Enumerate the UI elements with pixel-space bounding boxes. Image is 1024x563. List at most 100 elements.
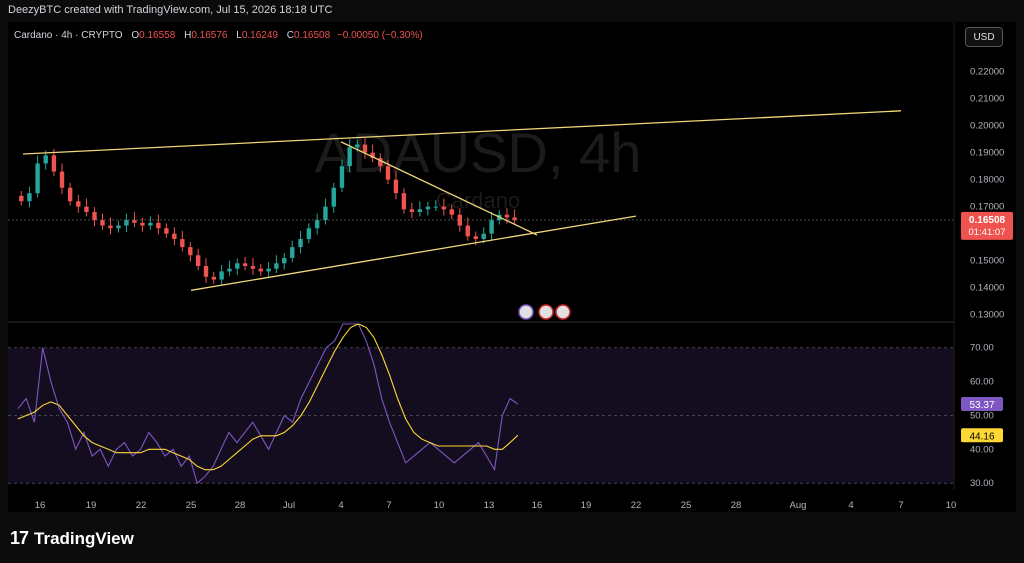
price-tag-value: 0.16508: [969, 215, 1006, 226]
trendline-rising: [190, 215, 637, 291]
candle-body: [425, 206, 431, 210]
price-tick-label: 0.20000: [970, 121, 1004, 132]
time-tick-label: 16: [532, 500, 543, 511]
time-tick-label: 4: [848, 500, 853, 511]
event-flag-icon: [555, 304, 571, 320]
watermark-name: Cardano: [436, 188, 520, 213]
time-tick-label: 16: [35, 500, 46, 511]
price-tick-label: 0.13000: [970, 310, 1004, 321]
candle-body: [156, 222, 161, 229]
trendline-descending: [340, 141, 538, 236]
rsi-ma-tag-bg: [961, 428, 1003, 443]
high-value: 0.16576: [191, 30, 228, 41]
tradingview-mark-icon: 17: [10, 528, 29, 548]
candle-body: [35, 163, 40, 194]
candle-body: [164, 228, 169, 234]
close-value: 0.16508: [293, 30, 331, 41]
time-tick-label: Aug: [790, 500, 807, 511]
price-tick-label: 0.15000: [970, 256, 1004, 267]
candle-body: [242, 263, 248, 267]
time-tick-label: 7: [898, 500, 903, 511]
price-tick-label: 0.17000: [970, 202, 1004, 213]
chart-area[interactable]: ADAUSD, 4h Cardano 0.22000 0.21000 0.20000 0.…: [8, 22, 1016, 512]
low-key: L: [236, 30, 242, 41]
candle-body: [235, 263, 240, 269]
candle-body: [116, 225, 121, 229]
trendline-upper: [22, 110, 902, 155]
time-tick-label: 25: [681, 500, 692, 511]
candle-body: [465, 225, 470, 237]
time-tick-label: 13: [484, 500, 495, 511]
candle-body: [370, 152, 375, 159]
candle-body: [457, 214, 462, 226]
candle-body: [108, 225, 113, 229]
candle-body: [148, 222, 153, 226]
event-flag-icon: [538, 304, 554, 320]
ohlc-legend: Cardano · 4h · CRYPTO O0.16558 H0.16576 …: [14, 30, 423, 41]
time-tick-label: 22: [136, 500, 147, 511]
rsi-ma-tag-value: 44.16: [969, 431, 994, 442]
candle-body: [250, 266, 256, 269]
price-tick-label: 0.21000: [970, 94, 1004, 105]
candle-body: [274, 263, 279, 269]
candle-body: [362, 144, 368, 153]
candle-body: [290, 247, 295, 258]
time-tick-label: 19: [581, 500, 592, 511]
rsi-tick-label: 30.00: [970, 478, 994, 489]
symbol-label: Cardano · 4h · CRYPTO: [14, 30, 123, 41]
candle-body: [132, 220, 137, 223]
candle-body: [19, 195, 24, 202]
candle-body: [401, 193, 407, 210]
rsi-tag-bg: [961, 397, 1003, 412]
rsi-tick-label: 60.00: [970, 377, 994, 388]
candle-body: [473, 236, 478, 240]
currency-button[interactable]: USD: [965, 27, 1003, 47]
time-tick-label: Jul: [283, 500, 295, 511]
tradingview-logo: 17 TradingView: [10, 528, 134, 549]
candle-body: [417, 209, 423, 213]
candle-body: [188, 247, 193, 256]
candle-body: [433, 206, 439, 208]
candle-body: [140, 222, 145, 226]
rsi-ma-line: [17, 323, 519, 471]
candle-body: [258, 268, 263, 272]
price-tag-countdown: 01:41:07: [969, 227, 1006, 238]
candle-body: [449, 209, 454, 215]
time-tick-label: 28: [235, 500, 246, 511]
candle-body: [59, 171, 65, 188]
candle-body: [512, 217, 517, 221]
candle-body: [385, 166, 391, 180]
time-tick-label: 22: [631, 500, 642, 511]
high-key: H: [184, 30, 192, 41]
event-flag-icon: [518, 304, 534, 320]
candle-body: [347, 147, 352, 167]
candle-body: [339, 166, 345, 188]
candle-body: [92, 212, 97, 221]
price-tick-label: 0.22000: [970, 67, 1004, 78]
candle-body: [203, 266, 209, 277]
candle-body: [378, 158, 383, 167]
candle-body: [298, 239, 303, 248]
open-value: 0.16558: [139, 30, 176, 41]
candle-body: [211, 276, 217, 280]
candle-body: [489, 220, 494, 234]
rsi-tag-value: 53.37: [969, 400, 994, 411]
candle-body: [409, 209, 415, 213]
time-tick-label: 7: [386, 500, 391, 511]
candle-body: [282, 257, 287, 264]
time-tick-label: 10: [434, 500, 445, 511]
chart-svg[interactable]: ADAUSD, 4hCardano0.220000.210000.200000.…: [8, 22, 1016, 512]
candle-body: [323, 206, 328, 221]
time-tick-label: 19: [86, 500, 97, 511]
candle-body: [355, 144, 360, 148]
candle-body: [219, 271, 224, 280]
candle-body: [331, 187, 336, 207]
candle-body: [481, 233, 486, 240]
price-tag-bg: [961, 211, 1013, 240]
open-key: O: [131, 30, 140, 41]
candle-body: [172, 233, 177, 240]
time-tick-label: 28: [731, 500, 742, 511]
rsi-line: [17, 323, 519, 485]
price-tick-label: 0.18000: [970, 175, 1004, 186]
